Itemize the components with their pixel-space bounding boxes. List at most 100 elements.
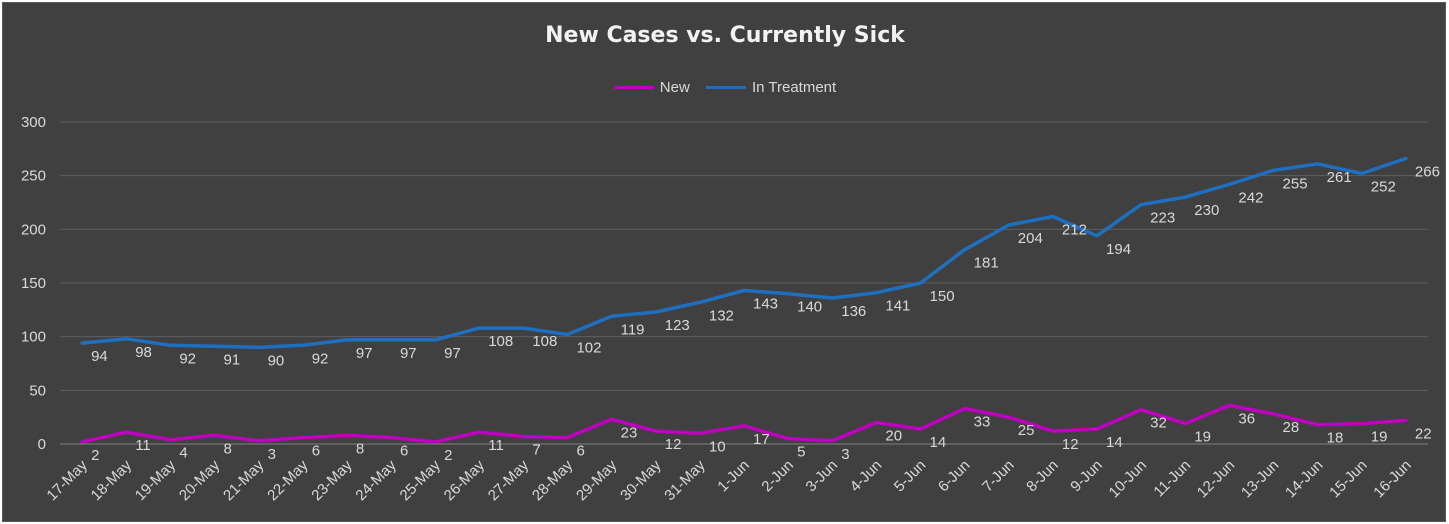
data-label-new: 6 [576,443,584,460]
data-label-new: 33 [974,414,991,431]
y-tick-label: 50 [29,382,46,399]
chart-title: New Cases vs. Currently Sick [545,23,905,48]
plot-svg: 05010015020025030017-May18-May19-May20-M… [21,114,1440,504]
data-label-new: 4 [179,445,187,462]
x-tick-label: 3-Jun [803,457,842,496]
data-label-in-treatment: 102 [576,340,601,357]
x-tick-label: 16-Jun [1370,457,1414,501]
y-tick-label: 150 [21,275,46,292]
data-label-new: 5 [797,444,805,461]
data-label-in-treatment: 123 [665,317,690,334]
data-label-new: 11 [488,437,504,454]
data-label-new: 19 [1371,429,1388,446]
data-label-in-treatment: 181 [974,255,999,272]
data-label-new: 22 [1415,425,1432,442]
data-label-in-treatment: 90 [268,352,285,369]
data-label-in-treatment: 136 [841,303,866,320]
data-label-in-treatment: 97 [444,345,461,362]
data-label-new: 12 [665,436,682,453]
data-label-new: 2 [91,447,99,464]
x-tick-label: 22-May [264,456,312,504]
x-tick-label: 12-Jun [1194,457,1238,501]
data-label-in-treatment: 223 [1150,210,1175,227]
data-label-in-treatment: 94 [91,348,108,365]
series-line-new [80,403,1408,444]
data-label-in-treatment: 92 [179,350,196,367]
legend: New In Treatment [3,76,1447,96]
legend-swatch-in-treatment [705,86,746,89]
x-tick-label: 1-Jun [714,457,753,496]
x-tick-label: 27-May [485,456,533,504]
x-tick-label: 7-Jun [979,457,1018,496]
data-label-new: 20 [885,428,902,445]
legend-label-in-treatment: In Treatment [751,79,837,96]
data-label-in-treatment: 143 [753,296,778,313]
data-label-in-treatment: 255 [1283,175,1308,192]
x-tick-label: 9-Jun [1067,457,1106,496]
x-tick-label: 17-May [43,456,91,504]
data-label-new: 6 [312,443,320,460]
legend-label-new: New [659,79,690,96]
data-label-in-treatment: 141 [885,298,910,315]
data-label-new: 8 [356,440,364,457]
data-label-in-treatment: 108 [532,333,557,350]
data-label-in-treatment: 119 [621,321,645,338]
x-tick-label: 8-Jun [1023,457,1062,496]
x-tick-label: 24-May [352,456,400,504]
data-label-new: 7 [532,441,540,458]
data-label-in-treatment: 230 [1194,202,1219,219]
data-label-new: 32 [1150,415,1167,432]
x-tick-label: 13-Jun [1238,457,1282,501]
x-tick-label: 21-May [220,456,268,504]
x-tick-label: 30-May [617,456,665,504]
data-label-in-treatment: 204 [1018,230,1043,247]
data-label-in-treatment: 212 [1062,221,1087,238]
data-label-new: 23 [621,424,638,441]
data-label-in-treatment: 91 [223,351,240,368]
data-label-new: 14 [930,434,947,451]
data-label-in-treatment: 252 [1371,179,1396,196]
data-label-new: 3 [268,446,276,463]
y-tick-label: 300 [21,114,46,131]
legend-item-in-treatment: In Treatment [705,79,837,96]
x-tick-label: 4-Jun [847,457,886,496]
x-tick-label: 6-Jun [935,457,974,496]
x-tick-label: 15-Jun [1326,457,1370,501]
data-label-new: 8 [223,440,231,457]
data-label-new: 28 [1283,419,1300,436]
x-tick-label: 5-Jun [891,457,930,496]
y-tick-label: 0 [38,436,46,453]
x-tick-label: 23-May [308,456,356,504]
data-label-in-treatment: 242 [1238,189,1263,206]
data-label-in-treatment: 266 [1415,163,1440,180]
data-label-in-treatment: 92 [312,350,329,367]
x-tick-label: 11-Jun [1150,457,1194,501]
data-label-new: 6 [400,443,408,460]
legend-swatch-new [613,86,654,89]
legend-item-new: New [613,79,690,96]
data-label-new: 17 [753,431,770,448]
x-tick-label: 25-May [397,456,445,504]
x-tick-label: 14-Jun [1282,457,1326,501]
x-tick-label: 19-May [132,456,180,504]
data-label-new: 14 [1106,434,1123,451]
data-label-in-treatment: 97 [356,345,373,362]
data-label-in-treatment: 98 [135,344,152,361]
data-label-new: 11 [135,437,151,454]
data-label-new: 10 [709,438,726,455]
data-label-new: 12 [1062,436,1079,453]
data-label-new: 25 [1018,422,1035,439]
y-tick-label: 250 [21,168,46,185]
data-label-new: 18 [1327,430,1344,447]
data-label-new: 2 [444,447,452,464]
y-tick-label: 200 [21,221,46,238]
x-tick-label: 29-May [573,456,621,504]
data-label-in-treatment: 150 [930,288,955,305]
data-label-in-treatment: 140 [797,299,822,316]
y-tick-label: 100 [21,329,46,346]
x-tick-label: 10-Jun [1106,457,1150,501]
series-line-in-treatment [80,156,1408,350]
data-label-new: 3 [841,446,849,463]
x-tick-label: 31-May [661,456,709,504]
